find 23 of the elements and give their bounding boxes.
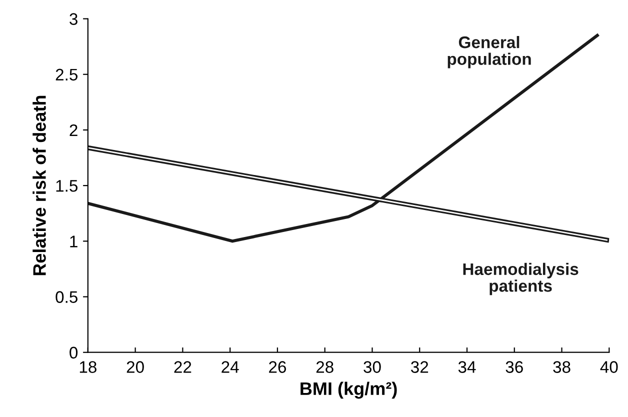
x-tick-label: 18 <box>80 361 96 373</box>
x-tick-label: 32 <box>410 361 428 373</box>
y-tick-label: 0 <box>70 346 78 359</box>
x-tick-label: 40 <box>600 361 618 373</box>
series-label: General population <box>448 36 531 68</box>
y-tick-label: 0.5 <box>56 291 78 303</box>
y-axis-title: Relative risk of death <box>32 96 46 276</box>
x-tick-label: 38 <box>553 361 570 373</box>
x-tick-label: 24 <box>222 361 239 373</box>
x-axis-title: BMI (kg/m²) <box>300 382 397 399</box>
x-tick-label: 26 <box>269 361 286 373</box>
x-tick-label: 20 <box>126 361 144 373</box>
y-tick-label: 1 <box>70 236 78 248</box>
x-tick-label: 36 <box>506 361 523 373</box>
y-tick-label: 3 <box>70 13 78 25</box>
y-tick-label: 2.5 <box>56 68 78 81</box>
x-tick-label: 30 <box>364 361 381 373</box>
x-tick-label: 22 <box>174 361 192 373</box>
x-tick-label: 34 <box>458 361 476 373</box>
y-tick-label: 2 <box>70 124 78 136</box>
series-label: Haemodialysis patients <box>463 262 578 296</box>
y-tick-label: 1.5 <box>56 180 78 192</box>
x-tick-label: 28 <box>316 361 334 373</box>
